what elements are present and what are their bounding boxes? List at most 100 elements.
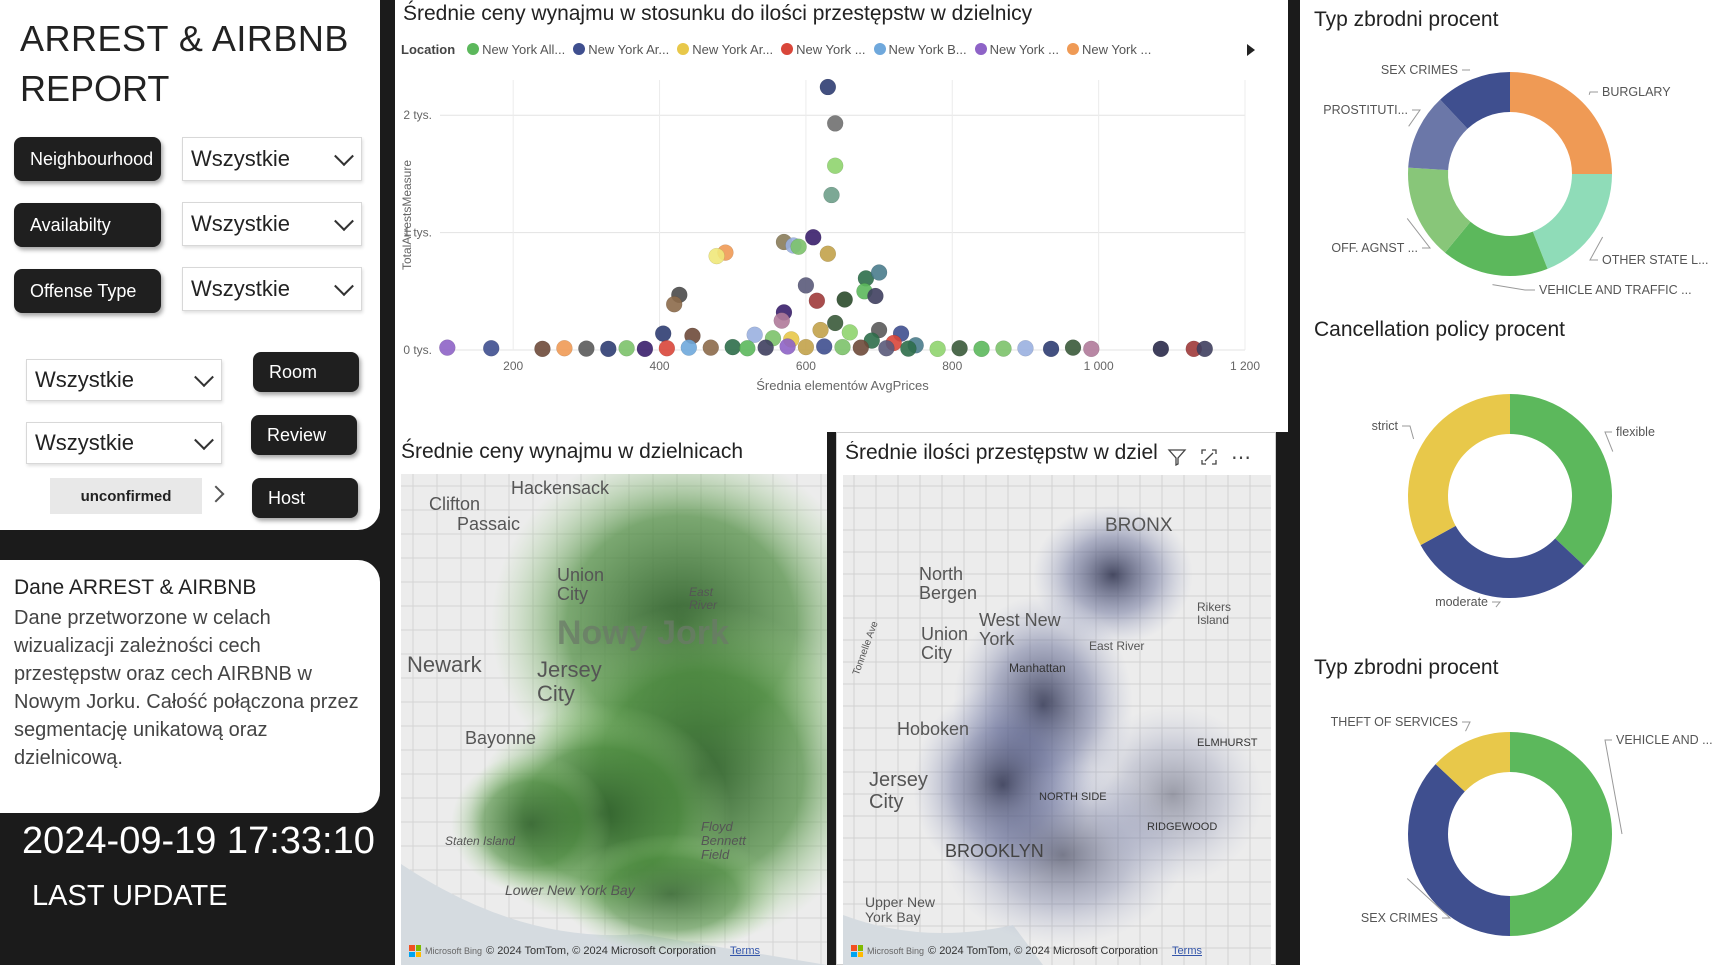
scatter-point[interactable] — [900, 340, 917, 357]
legend-next-arrow-icon[interactable] — [1247, 44, 1255, 56]
legend-item[interactable]: New York ... — [974, 42, 1059, 57]
scatter-point[interactable] — [534, 340, 551, 358]
scatter-point[interactable] — [815, 338, 833, 355]
scatter-point[interactable] — [1017, 339, 1034, 357]
legend-item[interactable]: New York B... — [873, 42, 967, 57]
map-label: Lower New York Bay — [505, 882, 635, 898]
host-button[interactable]: Host — [252, 478, 358, 518]
donut-slice[interactable] — [1532, 174, 1612, 269]
scatter-point[interactable] — [995, 340, 1012, 357]
scatter-point[interactable] — [826, 314, 844, 332]
scatter-point[interactable] — [658, 339, 676, 357]
donut-leader-line — [1588, 91, 1598, 95]
scatter-point[interactable] — [578, 340, 595, 357]
scatter-point[interactable] — [973, 340, 990, 358]
scatter-point[interactable] — [870, 264, 888, 281]
availability-dropdown[interactable]: Wszystkie — [182, 202, 362, 246]
review-button[interactable]: Review — [251, 415, 357, 455]
scatter-point[interactable] — [826, 115, 844, 132]
donut-slice[interactable] — [1510, 394, 1612, 566]
donut-slice[interactable] — [1408, 99, 1468, 171]
scatter-point[interactable] — [929, 340, 946, 358]
scatter-point[interactable] — [826, 157, 844, 174]
scatter-point[interactable] — [1064, 339, 1082, 356]
legend-item[interactable]: New York Ar... — [677, 42, 773, 57]
chevron-down-icon — [334, 211, 354, 232]
room-button[interactable]: Room — [253, 352, 359, 392]
donut-slice[interactable] — [1440, 72, 1510, 129]
scatter-point[interactable] — [1196, 340, 1213, 358]
scatter-point[interactable] — [556, 339, 573, 357]
scatter-point[interactable] — [790, 238, 807, 255]
scatter-point[interactable] — [867, 287, 884, 305]
scatter-point[interactable] — [739, 339, 756, 357]
scatter-point[interactable] — [812, 321, 829, 339]
review-dropdown[interactable]: Wszystkie — [26, 422, 222, 464]
filter-icon[interactable] — [1167, 447, 1187, 467]
donut-slice[interactable] — [1510, 72, 1612, 174]
scatter-point[interactable] — [702, 339, 720, 356]
donut-slice[interactable] — [1510, 732, 1612, 936]
scatter-point[interactable] — [823, 186, 840, 204]
donut-slice[interactable] — [1408, 764, 1510, 936]
availability-button[interactable]: Availabilty — [14, 203, 161, 247]
scatter-point[interactable] — [878, 339, 895, 357]
scatter-point[interactable] — [804, 229, 822, 246]
map-label: Hoboken — [897, 719, 970, 739]
scatter-point[interactable] — [618, 339, 635, 357]
scatter-point[interactable] — [951, 339, 968, 357]
offense-type-dropdown[interactable]: Wszystkie — [182, 267, 362, 311]
x-tick-label: 600 — [796, 359, 816, 373]
scatter-point[interactable] — [841, 324, 859, 341]
scatter-point[interactable] — [600, 340, 617, 358]
scatter-point[interactable] — [797, 277, 815, 294]
scatter-point[interactable] — [680, 339, 698, 356]
scatter-point[interactable] — [852, 339, 870, 356]
scatter-point[interactable] — [797, 338, 815, 356]
filter-panel: ARREST & AIRBNB REPORT Neighbourhood Wsz… — [0, 0, 380, 530]
legend-item[interactable]: New York ... — [781, 42, 866, 57]
scatter-point[interactable] — [665, 295, 683, 313]
scatter-point[interactable] — [819, 245, 837, 262]
scatter-point[interactable] — [708, 247, 725, 265]
crime-map[interactable]: BRONX North Bergen West New York Union C… — [843, 475, 1271, 965]
scatter-point[interactable] — [746, 326, 763, 343]
scatter-point[interactable] — [482, 339, 500, 357]
donut-slice[interactable] — [1420, 525, 1585, 598]
scatter-point[interactable] — [724, 338, 741, 356]
scatter-point[interactable] — [636, 340, 654, 358]
more-options-icon[interactable]: ⋯ — [1231, 447, 1252, 469]
scatter-point[interactable] — [773, 312, 791, 329]
scatter-point[interactable] — [654, 325, 672, 342]
scatter-point[interactable] — [1042, 340, 1060, 358]
scatter-point[interactable] — [757, 339, 774, 356]
donut-slice[interactable] — [1408, 394, 1510, 546]
donut-slice[interactable] — [1435, 732, 1510, 792]
neighbourhood-button[interactable]: Neighbourhood — [14, 137, 161, 181]
scatter-point[interactable] — [836, 291, 853, 308]
legend-item[interactable]: New York ... — [1066, 42, 1151, 57]
terms-link[interactable]: Terms — [730, 945, 760, 957]
x-tick-label: 800 — [942, 359, 962, 373]
offense-type-button[interactable]: Offense Type — [14, 269, 161, 313]
scatter-point[interactable] — [779, 338, 796, 355]
scatter-point[interactable] — [819, 78, 837, 96]
scatter-point[interactable] — [439, 339, 456, 356]
scatter-point[interactable] — [808, 292, 826, 309]
donut-label: SEX CRIMES — [1361, 911, 1438, 925]
chevron-right-icon[interactable] — [207, 485, 225, 503]
donut-slice[interactable] — [1408, 167, 1471, 253]
scatter-point[interactable] — [1152, 340, 1170, 358]
terms-link[interactable]: Terms — [1172, 945, 1202, 957]
room-dropdown[interactable]: Wszystkie — [26, 359, 222, 401]
availability-dropdown-value: Wszystkie — [191, 211, 290, 236]
donut-slice[interactable] — [1444, 221, 1548, 276]
neighbourhood-dropdown[interactable]: Wszystkie — [182, 137, 362, 181]
price-map[interactable]: Hackensack Clifton Passaic Union City Ea… — [401, 474, 827, 965]
host-filter-value[interactable]: unconfirmed — [50, 478, 202, 514]
scatter-point[interactable] — [1083, 340, 1100, 358]
legend-item[interactable]: New York All... — [467, 42, 565, 57]
legend-item[interactable]: New York Ar... — [573, 42, 669, 57]
focus-mode-icon[interactable] — [1199, 447, 1219, 467]
scatter-point[interactable] — [834, 338, 851, 356]
